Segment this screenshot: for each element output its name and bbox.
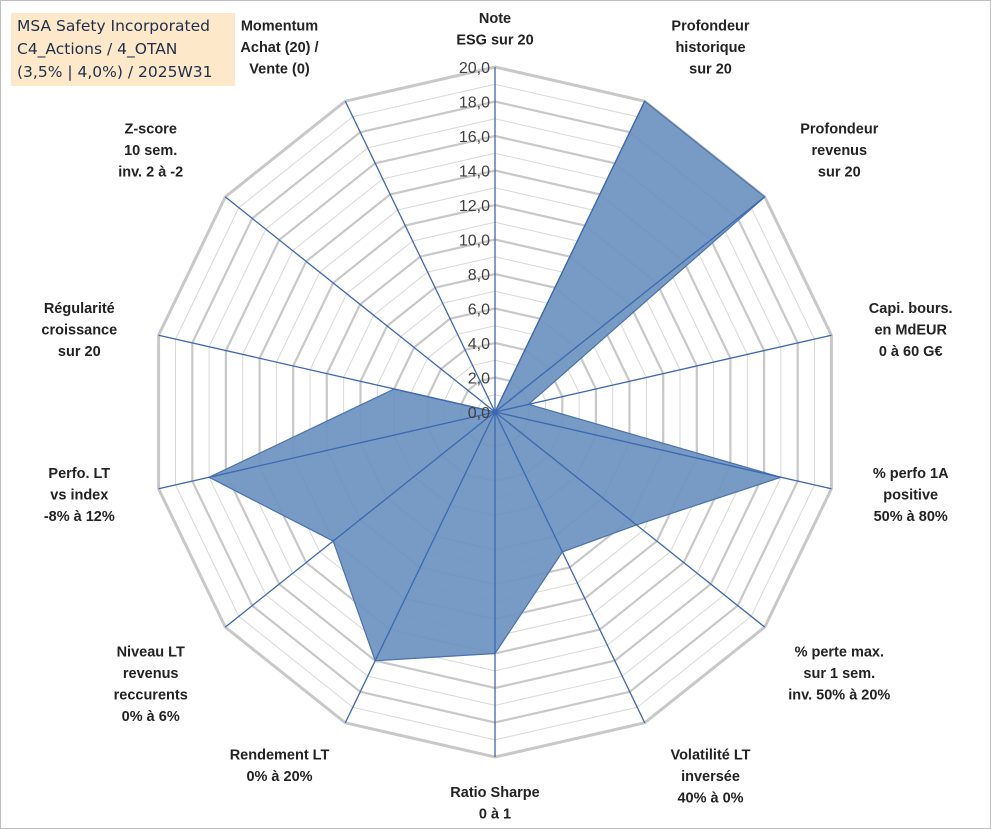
axis-spoke (158, 334, 496, 413)
axis-label: Perfo. LT vs index -8% à 12% (44, 466, 115, 525)
axis-label-line: revenus (811, 143, 867, 159)
axis-spoke (494, 334, 832, 413)
tick-label: 2,0 (468, 371, 490, 388)
axis-label-line: 10 sem. (124, 143, 177, 159)
spoke-layer (158, 67, 832, 757)
axis-label: Momentum Achat (20) / Vente (0) (240, 19, 318, 78)
axis-label-line: positive (883, 487, 938, 503)
axis-spoke (494, 411, 766, 628)
tick-label: 8,0 (468, 267, 490, 284)
tick-label: 6,0 (468, 302, 490, 319)
axis-label-line: Volatilité LT (670, 747, 750, 763)
axis-label-line: 0 à 1 (479, 807, 511, 823)
tick-label: 10,0 (459, 233, 490, 250)
axis-label-line: Profondeur (671, 19, 749, 35)
tick-label: 14,0 (459, 164, 490, 181)
axis-label-line: 0% à 6% (122, 709, 180, 725)
axis-spoke (344, 411, 496, 724)
tick-label: 4,0 (468, 336, 490, 353)
axis-spoke (224, 196, 496, 413)
title-company: MSA Safety Incorporated (17, 17, 210, 35)
axis-label-line: -8% à 12% (44, 509, 115, 525)
axis-label-line: inv. 2 à -2 (118, 164, 183, 180)
axis-label: Profondeur revenus sur 20 (800, 121, 878, 180)
axis-label-line: Achat (20) / (240, 40, 318, 56)
axis-label-line: vs index (50, 487, 108, 503)
axis-label-line: Niveau LT (117, 645, 185, 661)
axis-label-line: 50% à 80% (874, 509, 948, 525)
axis-label: Volatilité LT inversée 40% à 0% (670, 747, 750, 806)
title-params: (3,5% | 4,0%) / 2025W31 (17, 63, 213, 81)
axis-label-line: sur 1 sem. (803, 666, 875, 682)
axis-spoke (344, 100, 496, 413)
axis-label-line: % perfo 1A (873, 466, 949, 482)
axis-label-line: Profondeur (800, 121, 878, 137)
axis-label: Rendement LT 0% à 20% (230, 747, 330, 785)
axis-label-line: reccurents (114, 688, 188, 704)
axis-label-line: ESG sur 20 (456, 33, 533, 49)
tick-label: 18,0 (459, 95, 490, 112)
axis-label-line: Z-score (125, 121, 177, 137)
axis-spoke (158, 411, 496, 490)
tick-label: 0,0 (468, 405, 490, 422)
axis-label: % perte max. sur 1 sem. inv. 50% à 20% (788, 645, 890, 704)
axis-spoke (494, 100, 646, 413)
tick-layer: 0,0 2,0 4,0 6,0 8,0 10,0 12,0 14,0 16,0 18,0 20,0 (459, 60, 490, 422)
axis-label-line: 0% à 20% (246, 769, 312, 785)
axis-label-line: sur 20 (58, 344, 101, 360)
axis-label-line: Rendement LT (230, 747, 330, 763)
axis-label: Régularité croissance sur 20 (41, 301, 117, 360)
axis-spoke (494, 196, 766, 413)
axis-label-line: Ratio Sharpe (450, 785, 539, 801)
chart-title-box: MSA Safety Incorporated C4_Actions / 4_O… (11, 13, 235, 86)
axis-label-line: Vente (0) (249, 62, 310, 78)
axis-label-line: croissance (41, 323, 117, 339)
axis-spoke (224, 411, 496, 628)
axis-label: Ratio Sharpe 0 à 1 (450, 785, 539, 823)
axis-label-line: 0 à 60 G€ (879, 344, 943, 360)
axis-label: Note ESG sur 20 (456, 11, 533, 49)
axis-label-line: Régularité (44, 301, 115, 317)
axis-label: Z-score 10 sem. inv. 2 à -2 (118, 121, 183, 180)
axis-label-line: 40% à 0% (677, 790, 743, 806)
axis-label: Capi. bours. en MdEUR 0 à 60 G€ (869, 301, 953, 360)
axis-label-line: Capi. bours. (869, 301, 953, 317)
axis-label-line: % perte max. (795, 645, 884, 661)
axis-label-line: Perfo. LT (48, 466, 110, 482)
axis-spoke (494, 411, 832, 490)
axis-label-line: revenus (123, 666, 179, 682)
tick-label: 12,0 (459, 198, 490, 215)
axis-label-line: historique (675, 40, 745, 56)
axis-label-line: Note (479, 11, 511, 27)
axis-label-line: inversée (681, 769, 740, 785)
tick-label: 20,0 (459, 60, 490, 77)
axis-label-line: Momentum (241, 19, 318, 35)
axis-label-line: sur 20 (818, 164, 861, 180)
axis-label-line: sur 20 (689, 62, 732, 78)
axis-label: Niveau LT revenus reccurents 0% à 6% (114, 645, 188, 726)
title-category: C4_Actions / 4_OTAN (17, 40, 178, 58)
axis-label-layer: Note ESG sur 20 Profondeur historique sur 20… (41, 11, 952, 823)
axis-label: Profondeur historique sur 20 (671, 19, 749, 78)
axis-label: % perfo 1A positive 50% à 80% (873, 466, 949, 525)
axis-label-line: inv. 50% à 20% (788, 688, 890, 704)
tick-label: 16,0 (459, 129, 490, 146)
axis-spoke (494, 411, 646, 724)
axis-label-line: en MdEUR (874, 323, 947, 339)
